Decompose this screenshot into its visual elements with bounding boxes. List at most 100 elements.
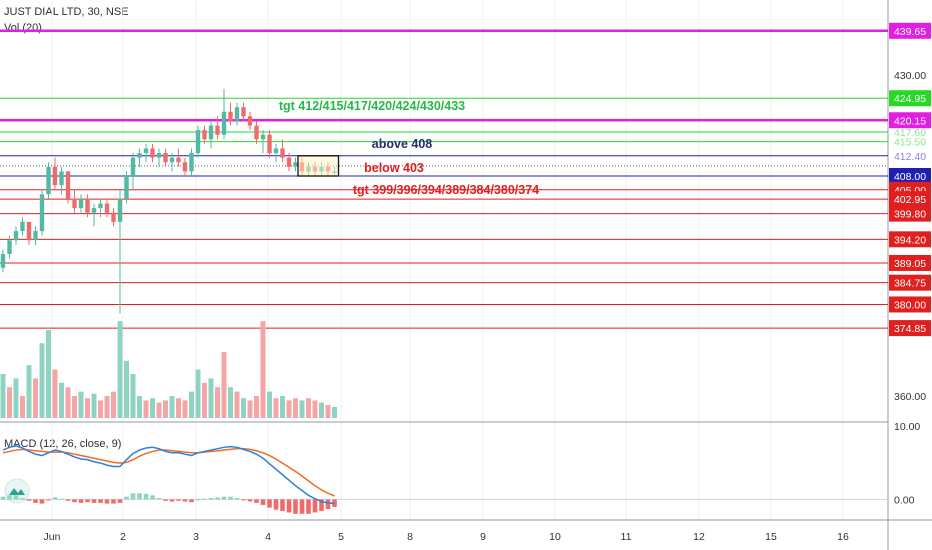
candle-body <box>130 157 136 176</box>
volume-bar <box>332 407 337 418</box>
level-badge <box>889 112 931 129</box>
macd-histogram-bar <box>234 498 240 500</box>
candle-body <box>124 176 129 199</box>
candle-body <box>286 157 292 167</box>
volume-bar <box>319 402 324 418</box>
macd-histogram-bar <box>150 495 155 500</box>
level-price-label: 420.15 <box>894 115 926 127</box>
volume-bar <box>85 398 90 418</box>
macd-histogram-bar <box>215 497 220 500</box>
candle-body <box>247 116 253 126</box>
macd-line <box>2 445 335 505</box>
candle-body <box>111 212 116 222</box>
level-price-label: 380.00 <box>894 299 926 311</box>
macd-histogram-bar <box>130 493 136 500</box>
time-tick-label: 9 <box>480 531 486 543</box>
time-tick-label: 8 <box>407 531 413 543</box>
time-tick-label: 12 <box>693 531 705 543</box>
volume-bar <box>260 321 266 418</box>
volume-bar <box>33 378 38 418</box>
time-tick-label: 10 <box>549 531 561 543</box>
symbol-title: JUST DIAL LTD, 30, NSE <box>4 6 129 18</box>
level-price-label: 412.40 <box>894 151 926 163</box>
macd-histogram-bar <box>306 499 311 514</box>
candle-body <box>85 198 90 213</box>
time-axis[interactable]: Jun 2 3 4 5 8 9 10 11 12 15 16 <box>44 531 849 543</box>
time-tick-label: 5 <box>338 531 344 543</box>
volume-bar <box>234 391 240 418</box>
volume-bar <box>286 400 292 418</box>
candle-body <box>26 221 32 241</box>
volume-bar <box>0 374 6 418</box>
volume-bar <box>46 330 51 418</box>
level-badge <box>889 231 931 248</box>
price-tick-label: 360.00 <box>894 391 926 403</box>
volume-bar <box>52 369 58 418</box>
macd-histogram-bar <box>202 498 207 500</box>
candle-body <box>39 194 45 232</box>
volume-bar <box>254 396 259 418</box>
level-badge <box>889 254 931 271</box>
volume-bar <box>299 400 305 418</box>
level-price-label: 417.60 <box>894 127 926 139</box>
candle-body <box>234 107 240 121</box>
time-tick-label: 16 <box>837 531 849 543</box>
macd-histogram-bar <box>143 493 149 500</box>
candle-body <box>59 171 64 186</box>
volume-bar <box>169 396 175 418</box>
candle-body <box>267 134 272 154</box>
level-price-label: 384.75 <box>894 278 926 290</box>
macd-tick-label: 10.00 <box>894 421 920 433</box>
level-badge <box>889 168 931 184</box>
candle-body <box>241 107 246 117</box>
macd-histogram-bar <box>293 499 298 514</box>
level-badge <box>889 274 931 291</box>
volume-bar <box>267 391 272 418</box>
candle-body <box>182 162 188 172</box>
candle-body <box>189 153 194 172</box>
volume-bar <box>202 382 207 418</box>
candle-body <box>228 111 233 121</box>
candle-body <box>156 153 162 158</box>
candlesticks[interactable] <box>0 88 340 314</box>
volume-bar <box>228 387 233 418</box>
annotation-text: below 403 <box>364 161 424 175</box>
candle-body <box>293 162 298 167</box>
candle-body <box>202 130 207 140</box>
macd-histogram-bar <box>280 499 285 512</box>
annotations: tgt 412/415/417/420/424/430/433 above 408… <box>279 99 539 197</box>
macd-histogram-bar <box>325 499 331 510</box>
macd-histogram-bar <box>189 499 194 503</box>
volume-bar <box>176 398 181 418</box>
volume-bar <box>104 396 110 418</box>
volume-bar <box>182 400 188 418</box>
candle-body <box>13 231 19 241</box>
level-badge <box>889 296 931 313</box>
macd-indicator-label: MACD (12, 26, close, 9) <box>4 438 122 450</box>
annotation-text: tgt 412/415/417/420/424/430/433 <box>279 99 465 113</box>
annotation-text: tgt 399/396/394/389/384/380/374 <box>353 183 539 197</box>
volume-bar <box>241 398 246 418</box>
volume-bar <box>91 393 97 418</box>
candle-body <box>221 111 227 135</box>
volume-bar <box>39 343 45 418</box>
macd-histogram-bar <box>33 499 38 503</box>
candle-body <box>137 153 142 158</box>
candle-body <box>260 134 266 140</box>
macd-signal-line <box>2 447 335 497</box>
volume-bar <box>143 400 149 418</box>
candle-body <box>169 157 175 163</box>
volume-bar <box>247 400 253 418</box>
level-badge <box>889 320 931 337</box>
candle-body <box>52 166 58 186</box>
candle-body <box>65 171 71 199</box>
volume-bar <box>78 391 84 418</box>
macd-histogram-bar <box>195 499 201 501</box>
macd-histogram-bar <box>85 499 90 503</box>
candle-body <box>163 153 168 163</box>
macd-histogram-bar <box>241 499 246 501</box>
macd-histogram-bar <box>208 498 214 500</box>
macd-histogram-bar <box>117 499 123 503</box>
